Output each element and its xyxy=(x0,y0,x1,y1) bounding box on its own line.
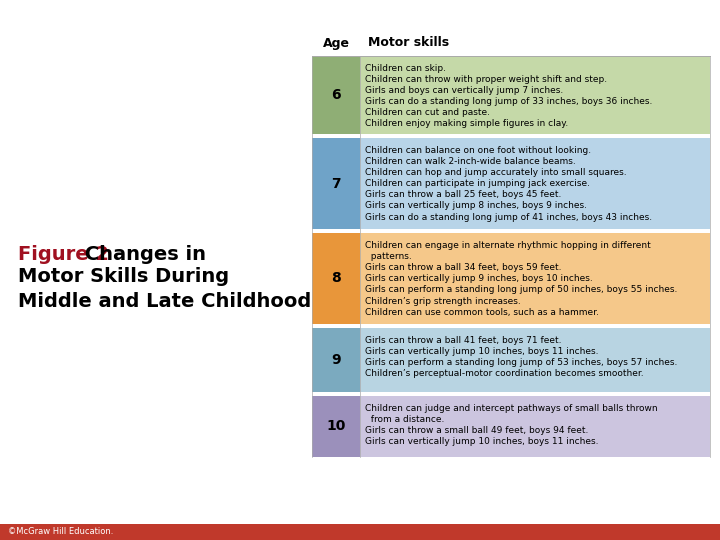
Text: Motor Skills During
Middle and Late Childhood: Motor Skills During Middle and Late Chil… xyxy=(18,267,311,310)
Text: 9: 9 xyxy=(331,353,341,367)
Text: Children can balance on one foot without looking.
Children can walk 2-inch-wide : Children can balance on one foot without… xyxy=(365,146,652,221)
Text: Motor skills: Motor skills xyxy=(368,37,449,50)
Text: ©McGraw Hill Education.: ©McGraw Hill Education. xyxy=(8,528,113,537)
Text: Children can skip.
Children can throw with proper weight shift and step.
Girls a: Children can skip. Children can throw wi… xyxy=(365,64,652,129)
Bar xyxy=(360,233,710,324)
Bar xyxy=(312,396,360,457)
Bar xyxy=(312,233,360,324)
Text: Changes in: Changes in xyxy=(78,245,206,264)
Text: 7: 7 xyxy=(331,177,341,191)
Text: Age: Age xyxy=(323,37,349,50)
Bar xyxy=(312,138,360,229)
Bar xyxy=(360,328,710,392)
Text: Children can engage in alternate rhythmic hopping in different
  patterns.
Girls: Children can engage in alternate rhythmi… xyxy=(365,241,678,316)
Text: Children can judge and intercept pathways of small balls thrown
  from a distanc: Children can judge and intercept pathway… xyxy=(365,404,657,446)
Bar xyxy=(360,396,710,457)
Bar xyxy=(360,138,710,229)
Bar xyxy=(312,328,360,392)
Text: 6: 6 xyxy=(331,88,341,102)
Text: 8: 8 xyxy=(331,272,341,286)
Text: Girls can throw a ball 41 feet, boys 71 feet.
Girls can vertically jump 10 inche: Girls can throw a ball 41 feet, boys 71 … xyxy=(365,336,678,379)
Text: Figure 2: Figure 2 xyxy=(18,245,109,264)
Bar xyxy=(0,524,720,540)
Text: 10: 10 xyxy=(326,420,346,434)
Bar xyxy=(360,56,710,134)
Bar xyxy=(312,56,360,134)
